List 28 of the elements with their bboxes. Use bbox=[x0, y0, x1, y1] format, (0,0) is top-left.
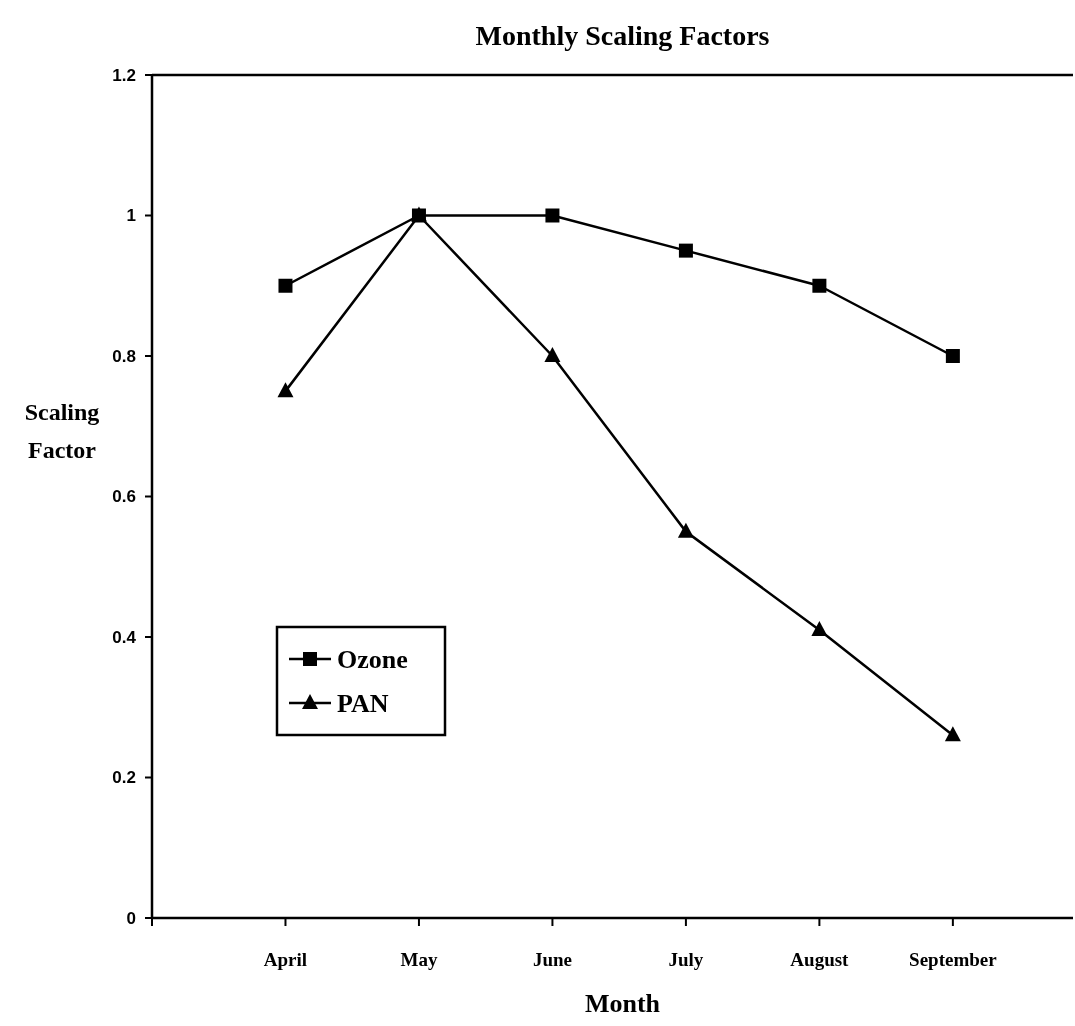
point bbox=[945, 349, 960, 363]
x-tick-label: August bbox=[790, 949, 850, 970]
point bbox=[677, 522, 694, 538]
y-tick-label: 0.2 bbox=[112, 768, 136, 788]
x-tick-label: July bbox=[668, 949, 704, 970]
x-tick-label: April bbox=[263, 949, 308, 970]
chart-title: Monthly Scaling Factors bbox=[475, 20, 770, 51]
point bbox=[278, 278, 293, 293]
point bbox=[944, 726, 961, 742]
point bbox=[811, 620, 828, 636]
y-tick-label: 1 bbox=[126, 206, 136, 226]
point bbox=[678, 243, 693, 258]
x-tick-label: September bbox=[909, 949, 998, 970]
y-tick-label: 0.6 bbox=[112, 487, 136, 507]
y-tick-label: 0.4 bbox=[112, 627, 137, 647]
x-tick-label: June bbox=[532, 949, 572, 970]
y-tick-label: 1.2 bbox=[112, 65, 136, 85]
point bbox=[545, 208, 560, 223]
x-tick-label: May bbox=[400, 949, 438, 970]
point bbox=[544, 347, 561, 362]
y-tick-label: 0.8 bbox=[112, 346, 136, 366]
point bbox=[812, 278, 827, 293]
x-axis-title: Month bbox=[584, 989, 661, 1018]
y-axis-title: Scaling Factor bbox=[24, 399, 100, 463]
point bbox=[277, 382, 294, 398]
y-tick-label: 0 bbox=[126, 908, 136, 928]
legend-label: Ozone bbox=[337, 645, 408, 675]
legend-label: PAN bbox=[337, 689, 389, 719]
